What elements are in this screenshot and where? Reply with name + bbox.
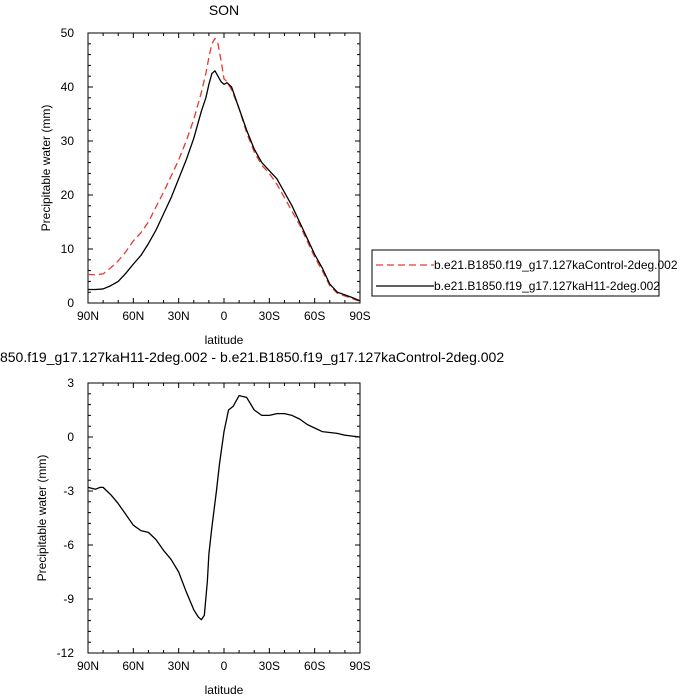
top-y-axis-title: Precipitable water (mm) [39,105,53,232]
top-y-tick-label: 20 [61,188,75,202]
bottom-y-tick-label: 3 [67,376,74,390]
top-x-axis-title: latitude [205,333,244,347]
bottom-x-tick-label: 90S [349,659,370,673]
bottom-y-tick-label: -3 [63,484,74,498]
bottom-panel: b.e21.B1850.f19_g17.127kaH11-2deg.002 - … [0,349,504,697]
bottom-y-tick-label: 0 [67,430,74,444]
top-y-tick-label: 0 [67,296,74,310]
bottom-x-tick-label: 90N [77,659,99,673]
bottom-x-tick-label: 0 [221,659,228,673]
bottom-x-tick-label: 30S [259,659,280,673]
bottom-y-tick-label: -9 [63,592,74,606]
top-series-line-0 [87,37,361,302]
bottom-ticks: 90N 60N 30N 0 30S 60S 90S -12 -9 -6 -3 0 3 [57,376,371,673]
legend: b.e21.B1850.f19_g17.127kaControl-2deg.00… [371,249,678,297]
bottom-x-tick-label: 30N [168,659,190,673]
legend-label-h11: b.e21.B1850.f19_g17.127kaH11-2deg.002 [434,279,660,293]
bottom-y-tick-label: -12 [57,646,75,660]
bottom-x-tick-label: 60N [122,659,144,673]
top-panel: SON 90N 60N 30N 0 30S 60S 90S 0 10 20 30 40 50 latit… [39,2,371,347]
bottom-y-axis-title: Precipitable water (mm) [35,455,49,582]
bottom-y-tick-label: -6 [63,538,74,552]
top-series-line-1 [88,70,361,302]
top-x-tick-label: 60N [122,309,144,323]
legend-box [371,249,660,297]
top-x-tick-label: 90S [349,309,370,323]
top-y-tick-label: 10 [61,242,75,256]
top-x-tick-label: 0 [221,309,228,323]
top-x-tick-label: 60S [304,309,325,323]
bottom-series-line-0 [87,394,361,621]
bottom-series-group [87,394,361,621]
top-x-tick-label: 30N [168,309,190,323]
top-y-tick-label: 30 [61,134,75,148]
top-y-tick-label: 40 [61,80,75,94]
top-x-tick-label: 90N [77,309,99,323]
top-series-group [87,37,361,302]
top-x-tick-label: 30S [259,309,280,323]
bottom-x-axis-title: latitude [205,683,244,697]
top-plot-title: SON [209,2,239,18]
top-y-tick-label: 50 [61,26,75,40]
legend-label-control: b.e21.B1850.f19_g17.127kaControl-2deg.00… [434,258,678,272]
top-ticks: 90N 60N 30N 0 30S 60S 90S 0 10 20 30 40 50 [61,26,371,323]
bottom-x-tick-label: 60S [304,659,325,673]
bottom-plot-title: b.e21.B1850.f19_g17.127kaH11-2deg.002 - … [0,349,504,365]
